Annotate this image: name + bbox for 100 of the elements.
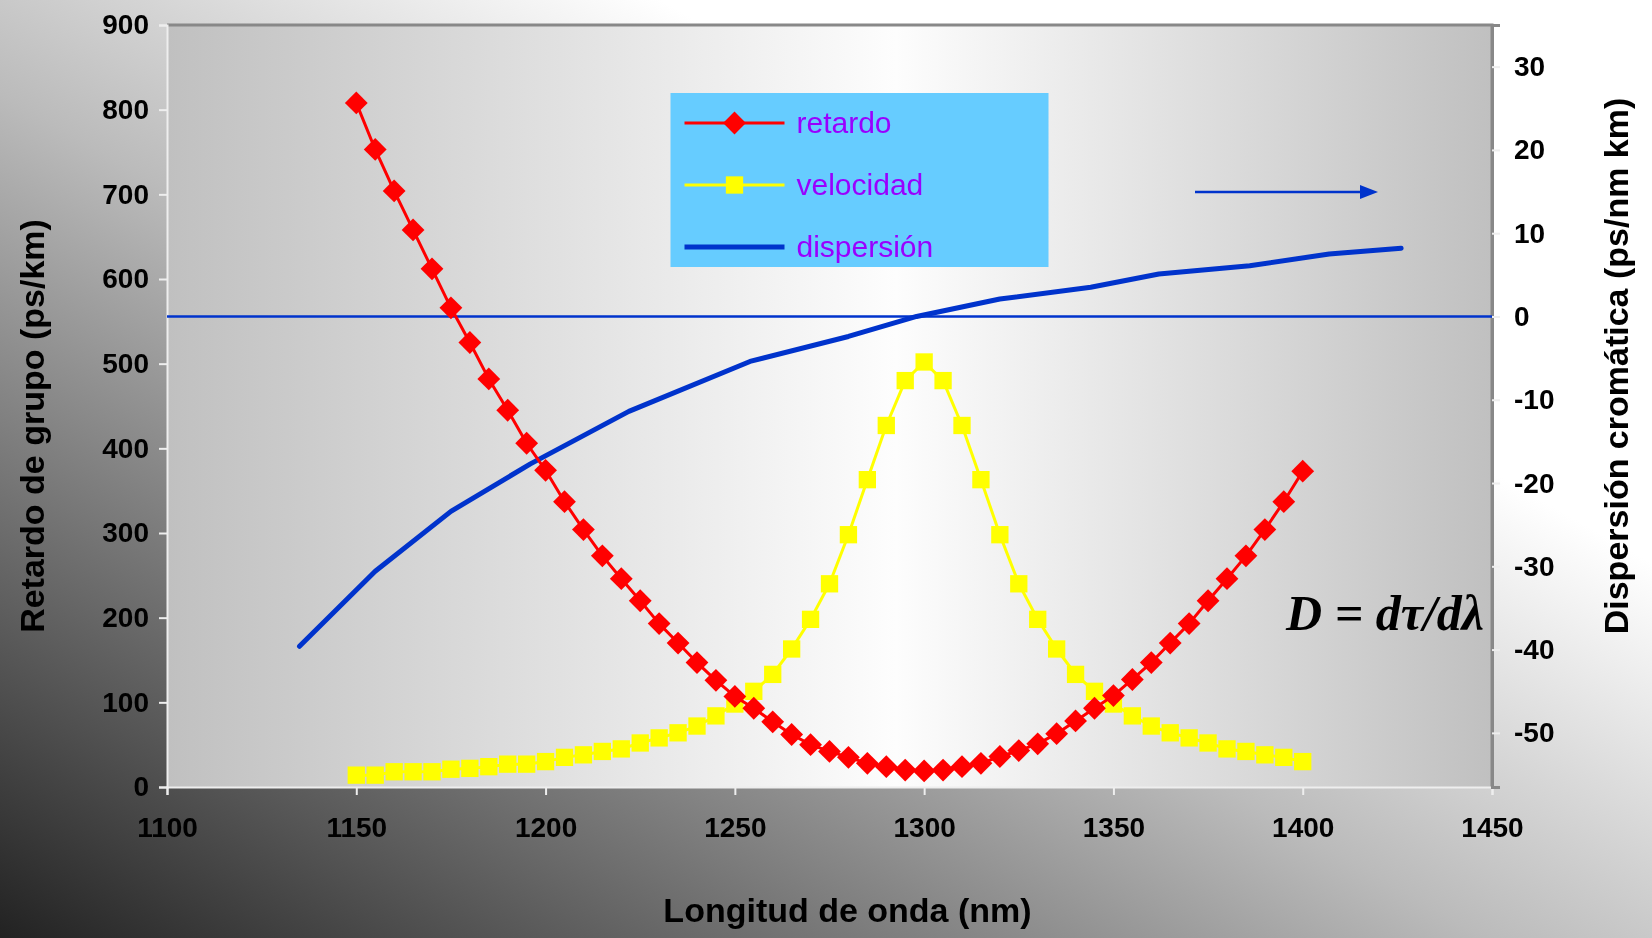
point xyxy=(499,755,517,773)
point xyxy=(628,589,652,613)
point xyxy=(931,758,955,782)
point xyxy=(801,610,820,629)
point xyxy=(1047,640,1066,658)
point xyxy=(1085,682,1104,700)
point xyxy=(1218,740,1236,758)
point xyxy=(934,371,952,390)
point xyxy=(818,740,841,763)
point xyxy=(782,640,801,658)
point xyxy=(950,755,974,779)
point xyxy=(820,575,839,593)
y-tick-label: 700 xyxy=(102,178,149,210)
point xyxy=(799,733,822,757)
point xyxy=(1102,684,1125,707)
point xyxy=(761,710,785,734)
y-tick-label: 500 xyxy=(102,348,149,380)
point xyxy=(366,766,384,784)
point xyxy=(631,734,649,752)
point xyxy=(1180,729,1198,747)
point xyxy=(1196,589,1220,613)
point xyxy=(912,759,936,783)
point xyxy=(382,179,406,203)
point xyxy=(534,458,557,482)
point xyxy=(1272,490,1296,514)
point xyxy=(420,257,444,281)
point xyxy=(1029,610,1047,629)
point xyxy=(515,431,539,455)
x-tick-label: 1100 xyxy=(137,811,198,843)
y-tick-label: 200 xyxy=(102,602,149,634)
point xyxy=(609,567,633,591)
point xyxy=(1007,739,1031,762)
y-tick-label: 0 xyxy=(133,771,149,803)
point xyxy=(574,746,593,764)
point xyxy=(742,696,766,720)
point xyxy=(707,707,725,725)
point xyxy=(896,371,914,390)
point xyxy=(969,751,993,775)
point xyxy=(442,760,460,778)
point xyxy=(401,218,425,242)
y2-tick-label: 20 xyxy=(1514,134,1546,166)
x-tick-label: 1250 xyxy=(704,811,767,843)
point xyxy=(839,526,858,544)
point xyxy=(1161,724,1179,742)
point xyxy=(344,91,368,115)
y-axis-title: Retardo de grupo (ps/km) xyxy=(13,219,51,633)
point xyxy=(858,471,877,489)
point xyxy=(669,724,687,742)
y2-axis-title: Dispersión cromática (ps/nm km) xyxy=(1597,97,1635,635)
point xyxy=(1234,544,1258,568)
point xyxy=(855,751,879,775)
y2-tick-label: -40 xyxy=(1514,634,1555,666)
point xyxy=(439,296,463,320)
legend-label: dispersión xyxy=(796,230,934,263)
point xyxy=(666,631,690,655)
point xyxy=(385,763,403,781)
point xyxy=(1123,707,1142,725)
point xyxy=(1158,631,1182,655)
point xyxy=(1010,575,1028,593)
point xyxy=(477,367,501,391)
x-tick-label: 1150 xyxy=(326,811,388,843)
point xyxy=(553,490,576,514)
y2-tick-label: -20 xyxy=(1514,467,1555,499)
point xyxy=(1294,752,1312,771)
point xyxy=(877,416,895,435)
point xyxy=(723,685,747,708)
y-tick-label: 400 xyxy=(102,432,149,464)
point xyxy=(1215,567,1239,591)
legend-label: velocidad xyxy=(796,168,924,201)
x-tick-label: 1400 xyxy=(1272,811,1335,843)
point xyxy=(874,755,898,779)
point xyxy=(1177,612,1201,635)
point xyxy=(1256,746,1274,764)
y-tick-label: 800 xyxy=(102,94,149,126)
point xyxy=(988,745,1012,768)
y-tick-label: 900 xyxy=(102,9,149,41)
y2-tick-label: -50 xyxy=(1514,717,1555,749)
x-tick-label: 1200 xyxy=(514,811,578,843)
y2-tick-label: 10 xyxy=(1514,217,1546,249)
point xyxy=(704,668,728,692)
point xyxy=(363,138,387,161)
point xyxy=(347,766,365,784)
point xyxy=(953,416,971,435)
point xyxy=(423,763,441,781)
y-tick-label: 600 xyxy=(102,263,149,295)
point xyxy=(480,758,498,776)
point xyxy=(496,398,520,422)
point xyxy=(1139,651,1163,674)
point xyxy=(593,742,612,761)
point xyxy=(1291,459,1315,483)
y-tick-label: 100 xyxy=(102,686,149,718)
x-tick-label: 1450 xyxy=(1461,811,1524,843)
point xyxy=(1026,732,1050,756)
point xyxy=(1199,734,1217,752)
point xyxy=(688,717,706,735)
point xyxy=(404,763,422,781)
point xyxy=(1083,696,1106,720)
point xyxy=(458,331,482,354)
y2-tick-label: -10 xyxy=(1514,384,1555,416)
point xyxy=(780,723,804,746)
